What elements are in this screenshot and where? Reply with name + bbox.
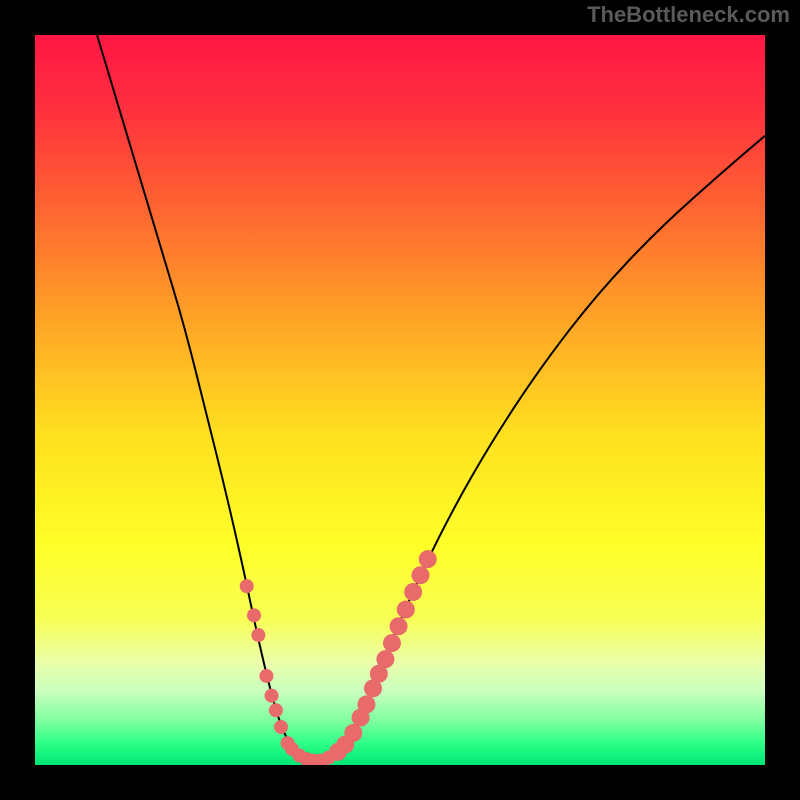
right-marker xyxy=(344,724,362,742)
left-marker xyxy=(265,689,279,703)
markers-group xyxy=(240,550,437,765)
watermark-text: TheBottleneck.com xyxy=(587,2,790,28)
right-marker xyxy=(411,566,429,584)
chart-root: TheBottleneck.com xyxy=(0,0,800,800)
right-marker xyxy=(397,601,415,619)
right-marker xyxy=(376,650,394,668)
left-marker xyxy=(269,703,283,717)
left-marker xyxy=(247,608,261,622)
left-marker xyxy=(251,628,265,642)
left-marker xyxy=(259,669,273,683)
right-marker xyxy=(357,695,375,713)
curve-layer xyxy=(35,35,765,765)
right-marker xyxy=(390,617,408,635)
left-marker xyxy=(240,579,254,593)
right-marker xyxy=(404,583,422,601)
left-marker xyxy=(274,720,288,734)
plot-area xyxy=(35,35,765,765)
right-marker xyxy=(419,550,437,568)
v-curve xyxy=(97,35,765,761)
right-marker xyxy=(383,634,401,652)
